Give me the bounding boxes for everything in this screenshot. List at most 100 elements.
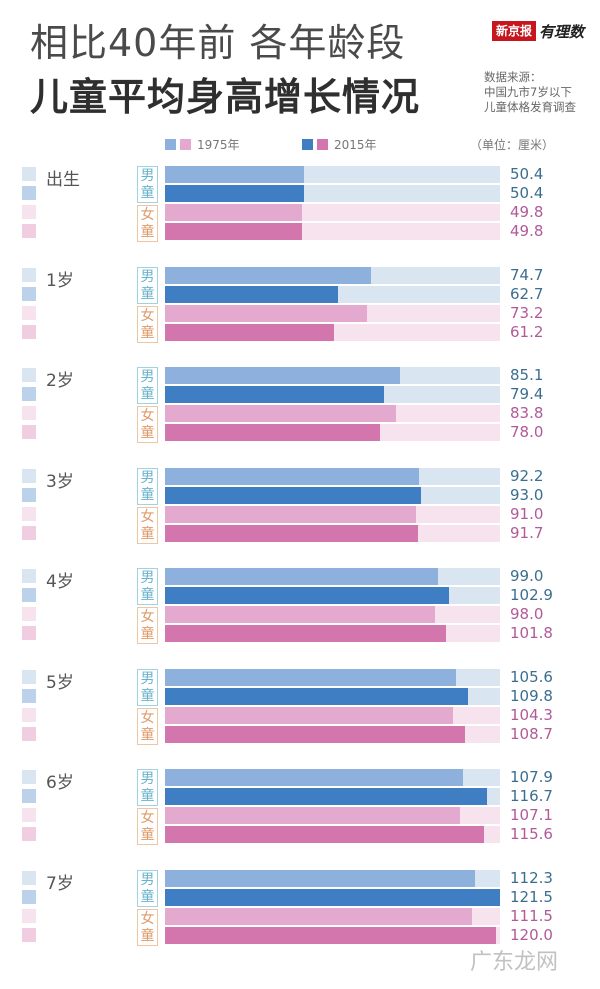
age-label: 5岁	[46, 672, 74, 693]
row-marker-girl-2015	[22, 827, 36, 841]
bar-boy-1975	[165, 266, 371, 284]
row-marker-girl-1975	[22, 908, 36, 923]
bar-boy-1975	[165, 668, 456, 686]
bar-girl-2015	[165, 524, 418, 542]
value-label-girl-2015: 78.0	[510, 423, 544, 441]
boy-label-box: 男童	[137, 266, 158, 304]
bar-girl-2015	[165, 826, 484, 843]
girl-label-box: 女童	[137, 607, 158, 644]
age-label: 2岁	[46, 371, 74, 391]
bar-girl-1975	[165, 304, 367, 322]
value-label-girl-2015: 108.7	[510, 724, 553, 743]
value-label-girl-1975: 91.0	[510, 504, 544, 523]
row-marker-girl-2015	[22, 425, 36, 439]
row-marker-boy-2015	[22, 688, 36, 703]
row-marker-girl-2015	[22, 324, 36, 339]
bar-girl-1975	[165, 405, 396, 422]
row-marker-girl-2015	[22, 224, 36, 238]
value-label-boy-2015: 93.0	[510, 485, 544, 504]
bar-boy-2015	[165, 687, 468, 705]
age-label: 4岁	[46, 572, 74, 592]
row-marker-boy-1975	[22, 368, 36, 382]
value-label-girl-2015: 49.8	[510, 222, 544, 240]
bar-track-boy-1975	[165, 266, 500, 284]
row-marker-boy-1975	[22, 770, 36, 784]
age-group: 5岁 男童 女童 105.6 109.8 104.3 108.7	[0, 667, 600, 747]
row-marker-girl-1975	[22, 607, 36, 621]
value-label-boy-1975: 99.0	[510, 567, 544, 585]
age-group: 4岁 男童 女童 99.0 102.9 98.0 101.8	[0, 566, 600, 646]
title-line-1: 相比40年前 各年龄段	[30, 21, 406, 65]
data-source: 数据来源： 中国九市7岁以下 儿童体格发育调查	[484, 70, 576, 115]
bar-track-boy-1975	[165, 568, 500, 585]
bar-girl-2015	[165, 424, 380, 441]
watermark: 广东龙网	[470, 950, 559, 975]
source-line-3: 儿童体格发育调查	[484, 100, 576, 114]
bar-girl-2015	[165, 223, 302, 240]
chart-unit-label: （单位：厘米）	[470, 138, 555, 152]
row-marker-boy-2015	[22, 588, 36, 602]
value-label-girl-1975: 111.5	[510, 906, 553, 925]
source-line-1: 数据来源：	[484, 70, 542, 84]
row-marker-girl-2015	[22, 726, 36, 741]
girl-label-box: 女童	[137, 707, 158, 745]
row-marker-girl-1975	[22, 205, 36, 219]
bar-track-boy-2015	[165, 587, 500, 604]
row-marker-girl-1975	[22, 406, 36, 420]
age-label: 7岁	[46, 873, 74, 894]
value-label-girl-2015: 101.8	[510, 624, 553, 642]
value-label-girl-2015: 120.0	[510, 925, 553, 944]
bar-girl-1975	[165, 907, 472, 925]
age-group: 3岁 男童 女童 92.2 93.0 91.0 91.7	[0, 466, 600, 546]
brand-logo-sub: 有理数	[539, 22, 585, 41]
bar-track-girl-2015	[165, 323, 500, 341]
brand-logo: 新京报 有理数	[492, 20, 584, 42]
bar-boy-2015	[165, 486, 421, 504]
row-marker-boy-2015	[22, 789, 36, 803]
bar-track-girl-1975	[165, 304, 500, 322]
age-group: 1岁 男童 女童 74.7 62.7 73.2 61.2	[0, 265, 600, 345]
bar-boy-2015	[165, 285, 338, 303]
age-label: 3岁	[46, 471, 74, 492]
bar-track-boy-2015	[165, 788, 500, 805]
girl-label-box: 女童	[137, 205, 158, 242]
value-label-boy-2015: 62.7	[510, 284, 544, 303]
age-label: 6岁	[46, 773, 74, 793]
bar-girl-1975	[165, 505, 416, 523]
bar-track-girl-1975	[165, 204, 500, 221]
value-label-girl-1975: 98.0	[510, 605, 544, 623]
value-label-girl-1975: 104.3	[510, 705, 553, 724]
boy-label-box: 男童	[137, 467, 158, 505]
value-label-girl-1975: 49.8	[510, 203, 544, 221]
bar-track-boy-2015	[165, 687, 500, 705]
value-label-boy-1975: 50.4	[510, 165, 544, 183]
bar-track-girl-1975	[165, 706, 500, 724]
bar-track-girl-1975	[165, 907, 500, 925]
bar-girl-1975	[165, 807, 460, 824]
row-marker-boy-2015	[22, 487, 36, 502]
girl-label-box: 女童	[137, 305, 158, 343]
row-marker-girl-1975	[22, 305, 36, 320]
boy-label-box: 男童	[137, 668, 158, 706]
age-group: 6岁 男童 女童 107.9 116.7 107.1 115.6	[0, 767, 600, 847]
bar-boy-1975	[165, 166, 304, 183]
age-label: 1岁	[46, 270, 74, 291]
bar-track-girl-2015	[165, 625, 500, 642]
row-marker-girl-1975	[22, 506, 36, 521]
row-marker-boy-2015	[22, 186, 36, 200]
value-label-boy-2015: 102.9	[510, 586, 553, 604]
value-label-girl-1975: 107.1	[510, 806, 553, 824]
value-label-girl-1975: 73.2	[510, 303, 544, 322]
bar-girl-2015	[165, 725, 465, 743]
bar-boy-1975	[165, 467, 419, 485]
age-label: 出生	[46, 170, 80, 190]
bar-track-girl-2015	[165, 725, 500, 743]
row-marker-boy-1975	[22, 167, 36, 181]
value-label-boy-1975: 74.7	[510, 265, 544, 284]
bar-track-boy-2015	[165, 888, 500, 906]
bar-track-boy-2015	[165, 285, 500, 303]
bar-girl-1975	[165, 606, 435, 623]
bar-track-boy-1975	[165, 467, 500, 485]
bar-boy-2015	[165, 185, 304, 202]
bar-boy-1975	[165, 769, 463, 786]
